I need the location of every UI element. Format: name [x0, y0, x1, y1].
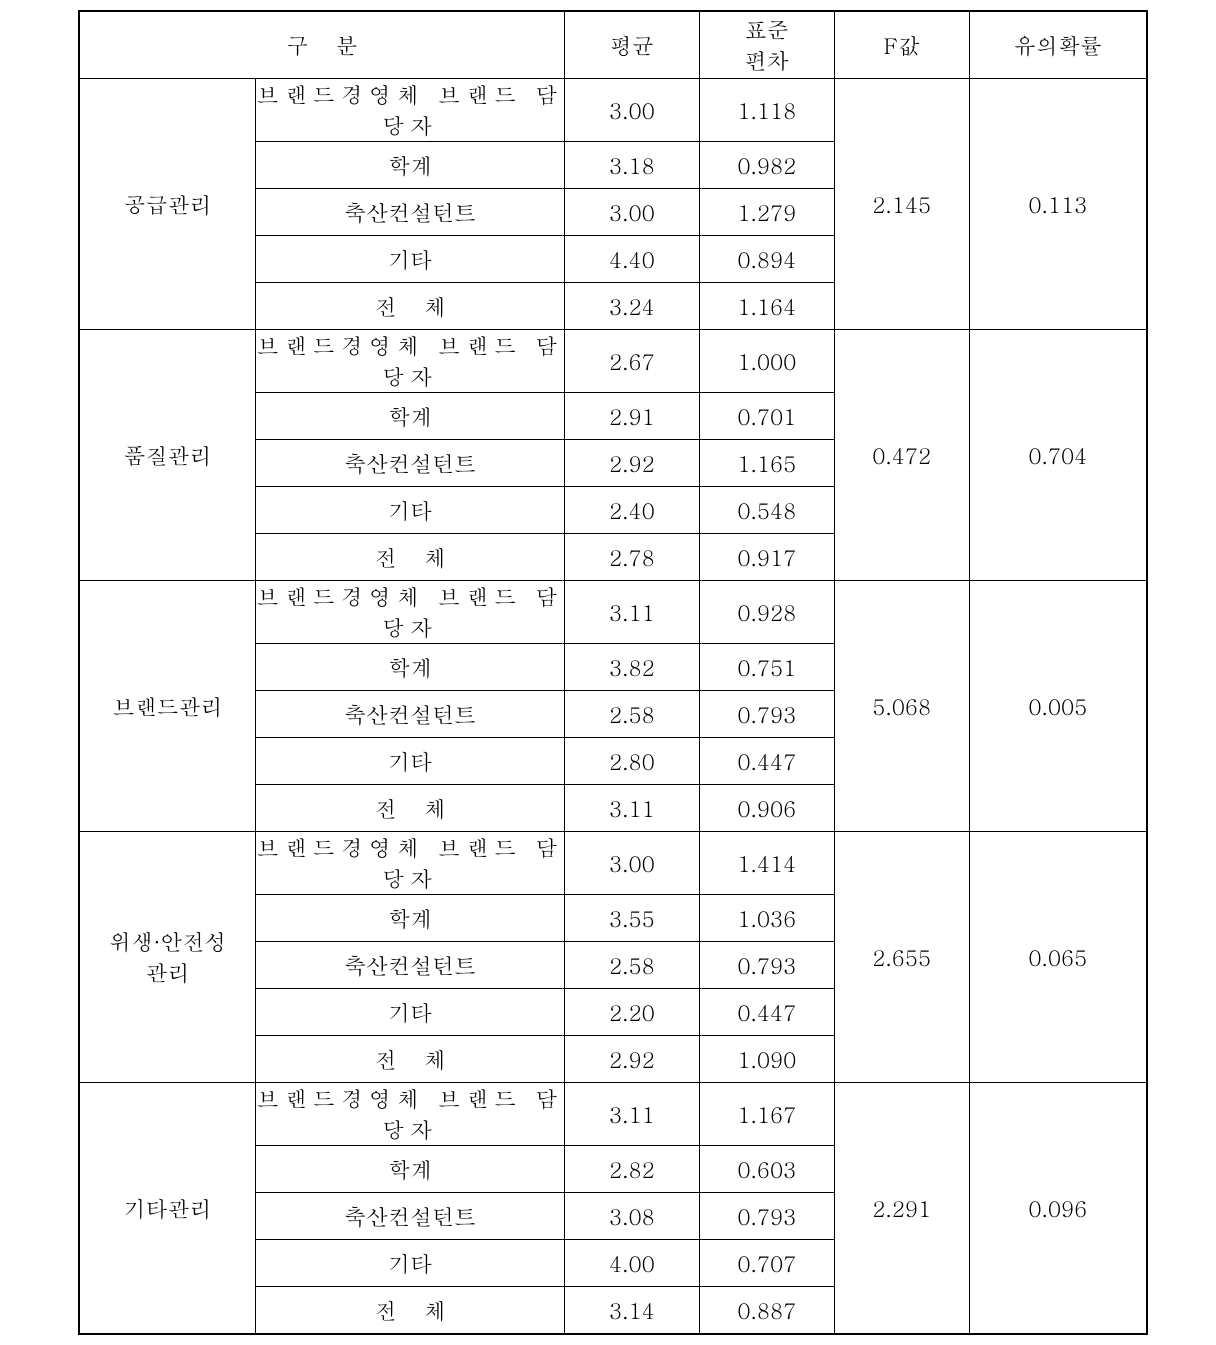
cell-p: 0.005 — [969, 581, 1147, 832]
group-label-supply: 공급관리 — [79, 79, 256, 330]
sub-label: 브랜드경영체 브랜드 담당자 — [256, 1083, 565, 1146]
cell-f: 0.472 — [834, 330, 969, 581]
cell-sd: 1.036 — [699, 895, 834, 942]
cell-mean: 2.67 — [564, 330, 699, 393]
cell-mean: 3.00 — [564, 832, 699, 895]
header-f: F값 — [834, 11, 969, 79]
cell-mean: 3.00 — [564, 189, 699, 236]
sub-label: 학계 — [256, 895, 565, 942]
sub-label: 브랜드경영체 브랜드 담당자 — [256, 330, 565, 393]
cell-sd: 1.279 — [699, 189, 834, 236]
cell-sd: 0.447 — [699, 738, 834, 785]
group-label-brand: 브랜드관리 — [79, 581, 256, 832]
cell-mean: 2.92 — [564, 440, 699, 487]
cell-sd: 0.751 — [699, 644, 834, 691]
header-category: 구 분 — [79, 11, 564, 79]
sub-label-total: 전 체 — [256, 1036, 565, 1083]
cell-sd: 0.982 — [699, 142, 834, 189]
cell-sd: 0.906 — [699, 785, 834, 832]
sub-label: 기타 — [256, 487, 565, 534]
cell-sd: 0.793 — [699, 1193, 834, 1240]
cell-mean: 2.80 — [564, 738, 699, 785]
cell-sd: 0.793 — [699, 942, 834, 989]
cell-p: 0.096 — [969, 1083, 1147, 1335]
cell-f: 2.145 — [834, 79, 969, 330]
sub-label: 학계 — [256, 393, 565, 440]
cell-sd: 0.917 — [699, 534, 834, 581]
sub-label: 브랜드경영체 브랜드 담당자 — [256, 79, 565, 142]
cell-sd: 1.090 — [699, 1036, 834, 1083]
cell-p: 0.704 — [969, 330, 1147, 581]
cell-sd: 1.167 — [699, 1083, 834, 1146]
sub-label-total: 전 체 — [256, 785, 565, 832]
cell-mean: 3.11 — [564, 1083, 699, 1146]
header-sd: 표준편차 — [699, 11, 834, 79]
cell-sd: 0.701 — [699, 393, 834, 440]
sub-label: 학계 — [256, 1146, 565, 1193]
cell-mean: 3.55 — [564, 895, 699, 942]
sub-label: 기타 — [256, 738, 565, 785]
cell-mean: 3.24 — [564, 283, 699, 330]
cell-mean: 2.82 — [564, 1146, 699, 1193]
cell-sd: 1.414 — [699, 832, 834, 895]
cell-sd: 1.118 — [699, 79, 834, 142]
sub-label-total: 전 체 — [256, 1287, 565, 1335]
cell-mean: 3.11 — [564, 581, 699, 644]
cell-mean: 2.40 — [564, 487, 699, 534]
cell-sd: 0.603 — [699, 1146, 834, 1193]
cell-mean: 3.00 — [564, 79, 699, 142]
cell-mean: 2.92 — [564, 1036, 699, 1083]
cell-sd: 0.447 — [699, 989, 834, 1036]
cell-mean: 2.58 — [564, 691, 699, 738]
cell-mean: 2.58 — [564, 942, 699, 989]
cell-mean: 3.14 — [564, 1287, 699, 1335]
cell-sd: 1.165 — [699, 440, 834, 487]
cell-sd: 0.887 — [699, 1287, 834, 1335]
cell-mean: 3.18 — [564, 142, 699, 189]
cell-sd: 0.707 — [699, 1240, 834, 1287]
sub-label-total: 전 체 — [256, 534, 565, 581]
cell-sd: 1.164 — [699, 283, 834, 330]
sub-label: 축산컨설턴트 — [256, 440, 565, 487]
sub-label: 학계 — [256, 644, 565, 691]
sub-label: 학계 — [256, 142, 565, 189]
cell-sd: 0.894 — [699, 236, 834, 283]
header-mean: 평균 — [564, 11, 699, 79]
sub-label: 축산컨설턴트 — [256, 189, 565, 236]
sub-label: 기타 — [256, 989, 565, 1036]
cell-mean: 4.00 — [564, 1240, 699, 1287]
sub-label: 기타 — [256, 236, 565, 283]
cell-mean: 3.82 — [564, 644, 699, 691]
cell-sd: 0.793 — [699, 691, 834, 738]
cell-mean: 2.20 — [564, 989, 699, 1036]
sub-label-total: 전 체 — [256, 283, 565, 330]
group-label-quality: 품질관리 — [79, 330, 256, 581]
cell-f: 2.655 — [834, 832, 969, 1083]
cell-sd: 0.928 — [699, 581, 834, 644]
sub-label: 축산컨설턴트 — [256, 942, 565, 989]
cell-mean: 4.40 — [564, 236, 699, 283]
cell-p: 0.065 — [969, 832, 1147, 1083]
header-p: 유의확률 — [969, 11, 1147, 79]
cell-mean: 3.11 — [564, 785, 699, 832]
cell-mean: 3.08 — [564, 1193, 699, 1240]
cell-sd: 0.548 — [699, 487, 834, 534]
group-label-etc: 기타관리 — [79, 1083, 256, 1335]
cell-sd: 1.000 — [699, 330, 834, 393]
sub-label: 축산컨설턴트 — [256, 1193, 565, 1240]
sub-label: 브랜드경영체 브랜드 담당자 — [256, 832, 565, 895]
sub-label: 축산컨설턴트 — [256, 691, 565, 738]
sub-label: 기타 — [256, 1240, 565, 1287]
cell-mean: 2.91 — [564, 393, 699, 440]
cell-mean: 2.78 — [564, 534, 699, 581]
cell-f: 5.068 — [834, 581, 969, 832]
sub-label: 브랜드경영체 브랜드 담당자 — [256, 581, 565, 644]
group-label-hygiene: 위생·안전성관리 — [79, 832, 256, 1083]
cell-p: 0.113 — [969, 79, 1147, 330]
anova-table: 구 분 평균 표준편차 F값 유의확률 공급관리 브랜드경영체 브랜드 담당자 … — [78, 10, 1148, 1335]
cell-f: 2.291 — [834, 1083, 969, 1335]
